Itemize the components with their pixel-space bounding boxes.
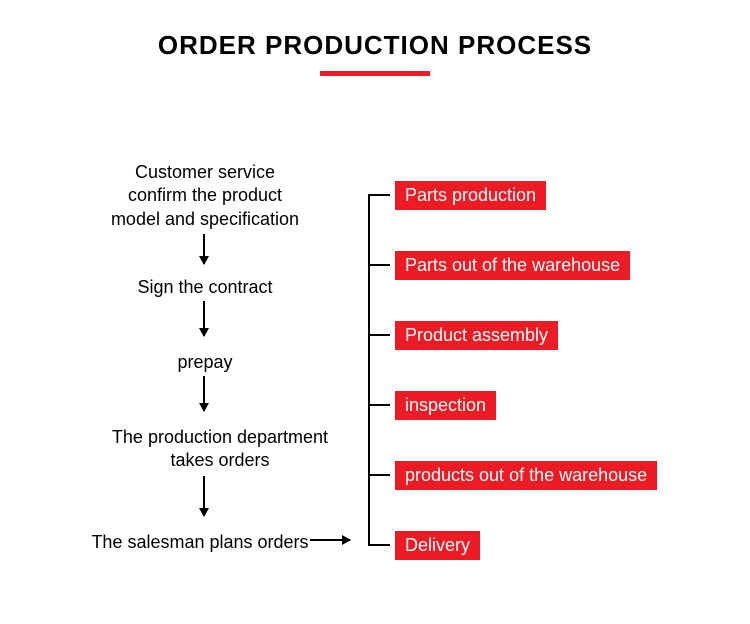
- stage-box-1: Parts out of the warehouse: [395, 251, 630, 280]
- bracket-tick: [368, 334, 390, 336]
- page-title: ORDER PRODUCTION PROCESS: [0, 30, 750, 61]
- process-step-2: prepay: [80, 351, 330, 374]
- diagram-canvas: Customer service confirm the product mod…: [0, 76, 750, 596]
- process-step-1: Sign the contract: [80, 276, 330, 299]
- stage-box-5: Delivery: [395, 531, 480, 560]
- stage-box-0: Parts production: [395, 181, 546, 210]
- stage-box-3: inspection: [395, 391, 496, 420]
- bracket-tick: [368, 194, 390, 196]
- arrow-down-icon: [203, 234, 205, 264]
- bracket-tick: [368, 544, 390, 546]
- bracket-tick: [368, 404, 390, 406]
- arrow-right-icon: [310, 539, 350, 541]
- process-step-0: Customer service confirm the product mod…: [80, 161, 330, 231]
- title-section: ORDER PRODUCTION PROCESS: [0, 0, 750, 76]
- bracket-tick: [368, 264, 390, 266]
- process-step-3: The production department takes orders: [80, 426, 360, 473]
- arrow-down-icon: [203, 301, 205, 336]
- bracket-tick: [368, 474, 390, 476]
- arrow-down-icon: [203, 476, 205, 516]
- bracket-spine: [368, 194, 370, 544]
- stage-box-2: Product assembly: [395, 321, 558, 350]
- stage-box-4: products out of the warehouse: [395, 461, 657, 490]
- process-step-4: The salesman plans orders: [60, 531, 340, 554]
- arrow-down-icon: [203, 376, 205, 411]
